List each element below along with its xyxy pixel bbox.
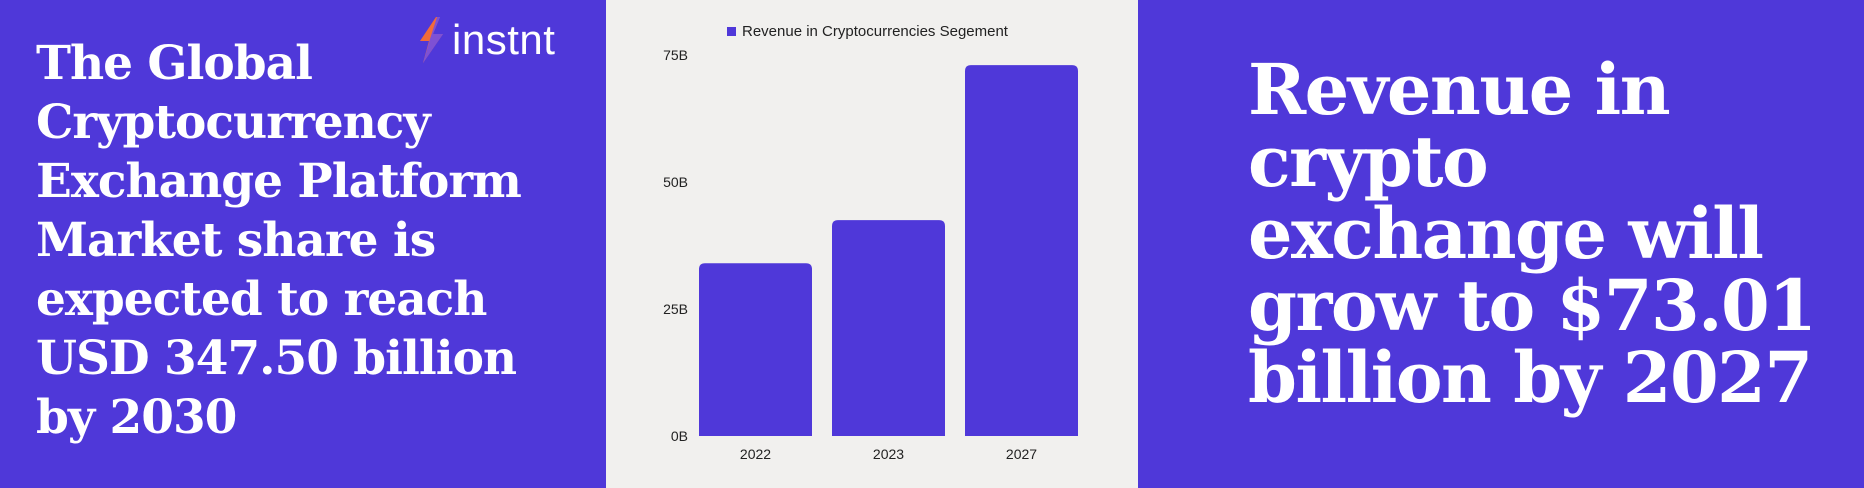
revenue-bar-chart: Revenue in Cryptocurrencies Segement 0B 2… [663,23,1078,462]
bar-2023 [832,220,945,436]
y-tick-label: 75B [663,47,688,63]
chart-panel: Revenue in Cryptocurrencies Segement 0B 2… [606,0,1138,488]
legend-swatch [727,27,736,36]
logo-text: instnt [452,16,556,63]
x-axis-ticks: 2022 2023 2027 [740,446,1037,462]
right-headline: Revenue in crypto exchange will grow to … [1248,48,1817,419]
x-tick-label: 2022 [740,446,771,462]
x-tick-label: 2023 [873,446,904,462]
lightning-bolt-icon [420,17,443,63]
y-tick-label: 25B [663,301,688,317]
right-panel: Revenue in crypto exchange will grow to … [1138,0,1864,488]
y-tick-label: 0B [671,428,688,444]
left-panel: The Global Cryptocurrency Exchange Platf… [0,0,606,488]
bar-2027 [965,65,1078,437]
bar-2022 [699,263,812,436]
left-headline: The Global Cryptocurrency Exchange Platf… [36,36,522,445]
y-tick-label: 50B [663,174,688,190]
bar-group [699,65,1078,437]
legend-label: Revenue in Cryptocurrencies Segement [742,23,1009,40]
y-axis-ticks: 0B 25B 50B 75B [663,47,688,444]
instnt-logo: instnt [416,16,555,64]
x-tick-label: 2027 [1006,446,1037,462]
